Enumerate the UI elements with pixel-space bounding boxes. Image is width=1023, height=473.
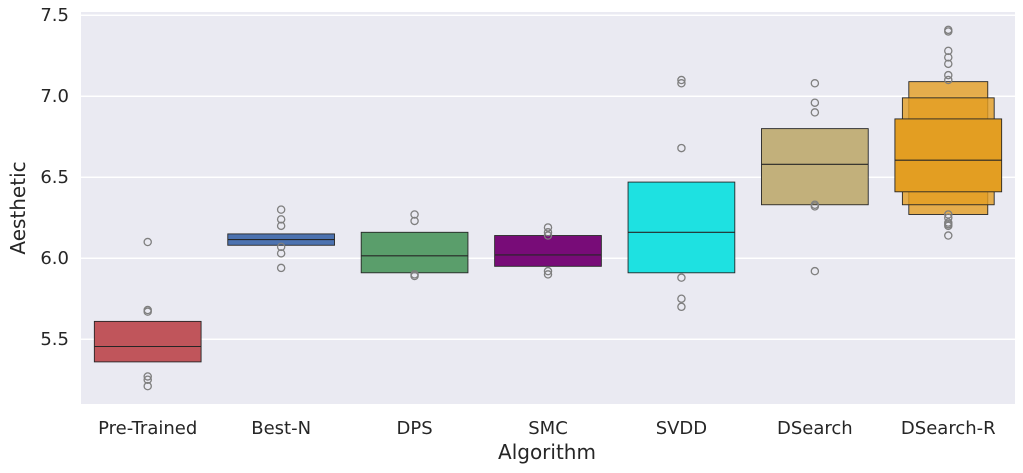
y-tick-label: 6.5 [40, 167, 69, 188]
outlier-point [944, 221, 953, 231]
outlier-point [944, 210, 953, 219]
outlier-point [143, 375, 152, 384]
series-dps [360, 210, 469, 281]
outlier-point [410, 216, 419, 226]
y-tick-label: 5.5 [40, 329, 69, 350]
outlier-point [677, 79, 686, 88]
box [494, 235, 602, 267]
plot-background [81, 12, 1015, 404]
y-tick-label: 7.0 [40, 86, 69, 107]
outlier-point [944, 27, 953, 36]
outlier-point [143, 307, 152, 316]
outlier-point [677, 294, 686, 303]
series-best-n [227, 205, 335, 273]
x-tick-label: DSearch [777, 418, 853, 439]
x-tick-label: DPS [397, 418, 433, 439]
box [761, 128, 869, 206]
outlier-point [543, 266, 553, 276]
outlier-point [276, 263, 286, 273]
tick-labels: 5.5 6.0 6.5 7.0 7.5 Pre-Trained Best-N DPS SMC SV… [40, 5, 995, 439]
outlier-point [810, 98, 820, 107]
outlier-point [143, 381, 152, 391]
outlier-point [677, 75, 686, 85]
outlier-point [543, 223, 553, 232]
x-tick-label: SVDD [656, 418, 707, 439]
outlier-point [276, 215, 286, 224]
x-tick-label: Best-N [251, 418, 311, 439]
outlier-point [410, 271, 419, 281]
box [360, 231, 469, 274]
outlier-point [810, 108, 820, 117]
series-smc [494, 223, 602, 279]
outlier-point [677, 143, 686, 153]
series-dsearch-r [894, 25, 1003, 240]
series-dsearch [761, 79, 869, 276]
x-axis-label: Algorithm [498, 440, 596, 464]
outlier-point [276, 249, 286, 258]
outlier-point [944, 46, 953, 56]
series-pre-trained [93, 237, 202, 391]
y-axis-label: Aesthetic [6, 161, 30, 254]
box [93, 320, 202, 363]
outlier-point [944, 231, 953, 240]
series-svdd [627, 75, 736, 312]
outlier-point [810, 202, 820, 211]
outlier-point [276, 205, 286, 214]
box [627, 181, 736, 274]
outlier-point [810, 266, 820, 276]
outlier-point [543, 270, 553, 279]
x-tick-label: DSearch-R [901, 418, 996, 439]
outlier-point [410, 210, 419, 219]
x-tick-label: Pre-Trained [98, 418, 197, 439]
outlier-point [677, 302, 686, 312]
outlier-point [944, 59, 953, 69]
outlier-point [276, 221, 286, 231]
outlier-point [944, 70, 953, 80]
outlier-point [677, 273, 686, 282]
outlier-point [143, 372, 152, 381]
x-tick-label: SMC [528, 418, 568, 439]
outlier-point [944, 75, 953, 85]
y-gridlines [81, 14, 1015, 340]
outlier-point [810, 79, 820, 88]
outlier-point [543, 231, 553, 240]
outlier-point [543, 228, 553, 237]
box [894, 118, 1003, 193]
outlier-point [944, 53, 953, 62]
boxes-layer [93, 25, 1003, 391]
outlier-point [944, 213, 953, 222]
outlier-point [276, 242, 286, 252]
y-tick-label: 6.0 [40, 248, 69, 269]
y-tick-label: 7.5 [40, 5, 69, 26]
outlier-point [143, 237, 152, 247]
